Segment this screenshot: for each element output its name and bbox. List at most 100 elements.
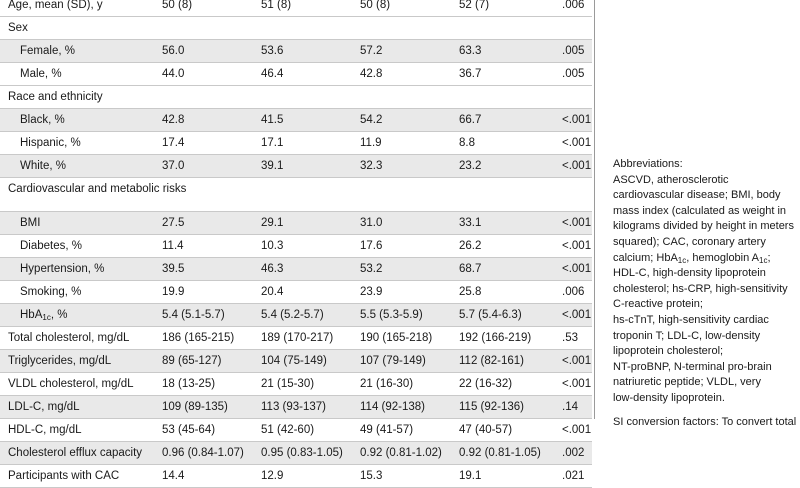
row-label: LDL-C, mg/dL — [8, 401, 80, 413]
value-cell: 20.4 — [261, 286, 284, 298]
characteristics-table: Age, mean (SD), y 50 (8) 51 (8) 50 (8) 52 (7… — [0, 0, 592, 488]
value-cell: 0.95 (0.83-1.05) — [261, 447, 343, 459]
value-cell: 109 (89-135) — [162, 401, 228, 413]
table-row: Cholesterol efflux capacity 0.96 (0.84-1.… — [0, 442, 592, 465]
table-row: Age, mean (SD), y 50 (8) 51 (8) 50 (8) 52 (7… — [0, 0, 592, 17]
p-value-cell: .14 — [562, 401, 578, 413]
table-row: BMI 27.5 29.1 31.0 33.1 <.001 — [0, 212, 592, 235]
abbrev-line: NT-proBNP, N-terminal pro-brain — [613, 360, 772, 373]
value-cell: 11.9 — [360, 137, 382, 149]
row-label: Participants with CAC — [8, 470, 120, 482]
value-cell: 112 (82-161) — [459, 355, 524, 367]
value-cell: 26.2 — [459, 240, 482, 252]
value-cell: 25.8 — [459, 286, 482, 298]
value-cell: 89 (65-127) — [162, 355, 222, 367]
value-cell: 22 (16-32) — [459, 378, 513, 390]
value-cell: 113 (93-137) — [261, 401, 326, 413]
p-value-cell: .53 — [562, 332, 578, 344]
value-cell: 50 (8) — [162, 0, 193, 11]
value-cell: 11.4 — [162, 240, 184, 252]
row-label: Female, % — [20, 45, 75, 57]
section-header-row: Cardiovascular and metabolic risks — [0, 178, 592, 212]
p-value-cell: <.001 — [562, 263, 592, 275]
value-cell: 29.1 — [261, 217, 284, 229]
abbrev-line: mass index (calculated as weight in — [613, 204, 787, 217]
row-label: Triglycerides, mg/dL — [8, 355, 112, 367]
value-cell: 36.7 — [459, 68, 482, 80]
abbrev-line: hs-cTnT, high-sensitivity cardiac — [613, 313, 769, 326]
value-cell: 27.5 — [162, 217, 185, 229]
value-cell: 5.5 (5.3-5.9) — [360, 309, 423, 321]
value-cell: 33.1 — [459, 217, 482, 229]
value-cell: 46.3 — [261, 263, 284, 275]
value-cell: 115 (92-136) — [459, 401, 524, 413]
value-cell: 54.2 — [360, 114, 383, 126]
value-cell: 14.4 — [162, 470, 185, 482]
value-cell: 18 (13-25) — [162, 378, 216, 390]
section-header: Race and ethnicity — [8, 91, 103, 103]
abbrev-line: lipoprotein cholesterol; — [613, 345, 724, 358]
value-cell: 41.5 — [261, 114, 284, 126]
table-row: VLDL cholesterol, mg/dL 18 (13-25) 21 (15-… — [0, 373, 592, 396]
value-cell: 104 (75-149) — [261, 355, 327, 367]
row-label: BMI — [20, 217, 41, 229]
table-row: Male, % 44.0 46.4 42.8 36.7 .005 — [0, 63, 592, 86]
value-cell: 42.8 — [360, 68, 383, 80]
value-cell: 32.3 — [360, 160, 383, 172]
value-cell: 51 (8) — [261, 0, 292, 11]
row-label: Total cholesterol, mg/dL — [8, 332, 130, 344]
row-label: Male, % — [20, 68, 62, 80]
section-header-row: Sex — [0, 17, 592, 40]
abbrev-line: cardiovascular disease; BMI, body — [613, 189, 781, 202]
abbrev-line: C-reactive protein; — [613, 298, 703, 311]
table-row: HbA1c, % 5.4 (5.1-5.7) 5.4 (5.2-5.7) 5.5 (5… — [0, 304, 592, 327]
value-cell: 21 (15-30) — [261, 378, 315, 390]
value-cell: 0.96 (0.84-1.07) — [162, 447, 244, 459]
value-cell: 107 (79-149) — [360, 355, 426, 367]
abbreviations-title: Abbreviations: — [613, 158, 683, 170]
table-footnotes: Abbreviations: ASCVD, atherosclerotic ca… — [613, 157, 798, 430]
value-cell: 50 (8) — [360, 0, 391, 11]
abbrev-line: low-density lipoprotein. — [613, 391, 725, 404]
table-row: Hispanic, % 17.4 17.1 11.9 8.8 <.001 — [0, 132, 592, 155]
value-cell: 57.2 — [360, 45, 383, 57]
value-cell: 8.8 — [459, 137, 475, 149]
abbrev-line: squared); CAC, coronary artery — [613, 235, 766, 248]
table-row: Black, % 42.8 41.5 54.2 66.7 <.001 — [0, 109, 592, 132]
table-row: Participants with CAC 14.4 12.9 15.3 19.1 .02… — [0, 465, 592, 488]
row-label: HDL-C, mg/dL — [8, 424, 82, 436]
p-value-cell: <.001 — [562, 424, 592, 436]
value-cell: 66.7 — [459, 114, 482, 126]
p-value-cell: <.001 — [562, 355, 592, 367]
abbrev-line: troponin T; LDL-C, low-density — [613, 329, 761, 342]
table-row: Female, % 56.0 53.6 57.2 63.3 .005 — [0, 40, 592, 63]
p-value-cell: <.001 — [562, 378, 592, 390]
table-row: LDL-C, mg/dL 109 (89-135) 113 (93-137) 114 … — [0, 396, 592, 419]
si-conversion-note: SI conversion factors: To convert total — [613, 415, 797, 428]
value-cell: 44.0 — [162, 68, 185, 80]
value-cell: 39.5 — [162, 263, 185, 275]
value-cell: 42.8 — [162, 114, 185, 126]
section-header: Cardiovascular and metabolic risks — [8, 183, 187, 195]
p-value-cell: .002 — [562, 447, 585, 459]
value-cell: 5.4 (5.1-5.7) — [162, 309, 225, 321]
row-label: Smoking, % — [20, 286, 82, 298]
p-value-cell: <.001 — [562, 309, 592, 321]
value-cell: 10.3 — [261, 240, 284, 252]
value-cell: 51 (42-60) — [261, 424, 315, 436]
row-label: Black, % — [20, 114, 65, 126]
value-cell: 46.4 — [261, 68, 284, 80]
table-row: White, % 37.0 39.1 32.3 23.2 <.001 — [0, 155, 592, 178]
value-cell: 53 (45-64) — [162, 424, 216, 436]
abbrev-line: HDL-C, high-density lipoprotein — [613, 267, 766, 280]
p-value-cell: <.001 — [562, 240, 592, 252]
value-cell: 52 (7) — [459, 0, 490, 11]
row-label: Cholesterol efflux capacity — [8, 447, 143, 459]
table-row: Diabetes, % 11.4 10.3 17.6 26.2 <.001 — [0, 235, 592, 258]
p-value-cell: .021 — [562, 470, 585, 482]
row-label: HbA1c, % — [20, 309, 68, 322]
p-value-cell: .005 — [562, 45, 585, 57]
value-cell: 17.4 — [162, 137, 185, 149]
value-cell: 190 (165-218) — [360, 332, 433, 344]
column-divider — [594, 0, 595, 419]
